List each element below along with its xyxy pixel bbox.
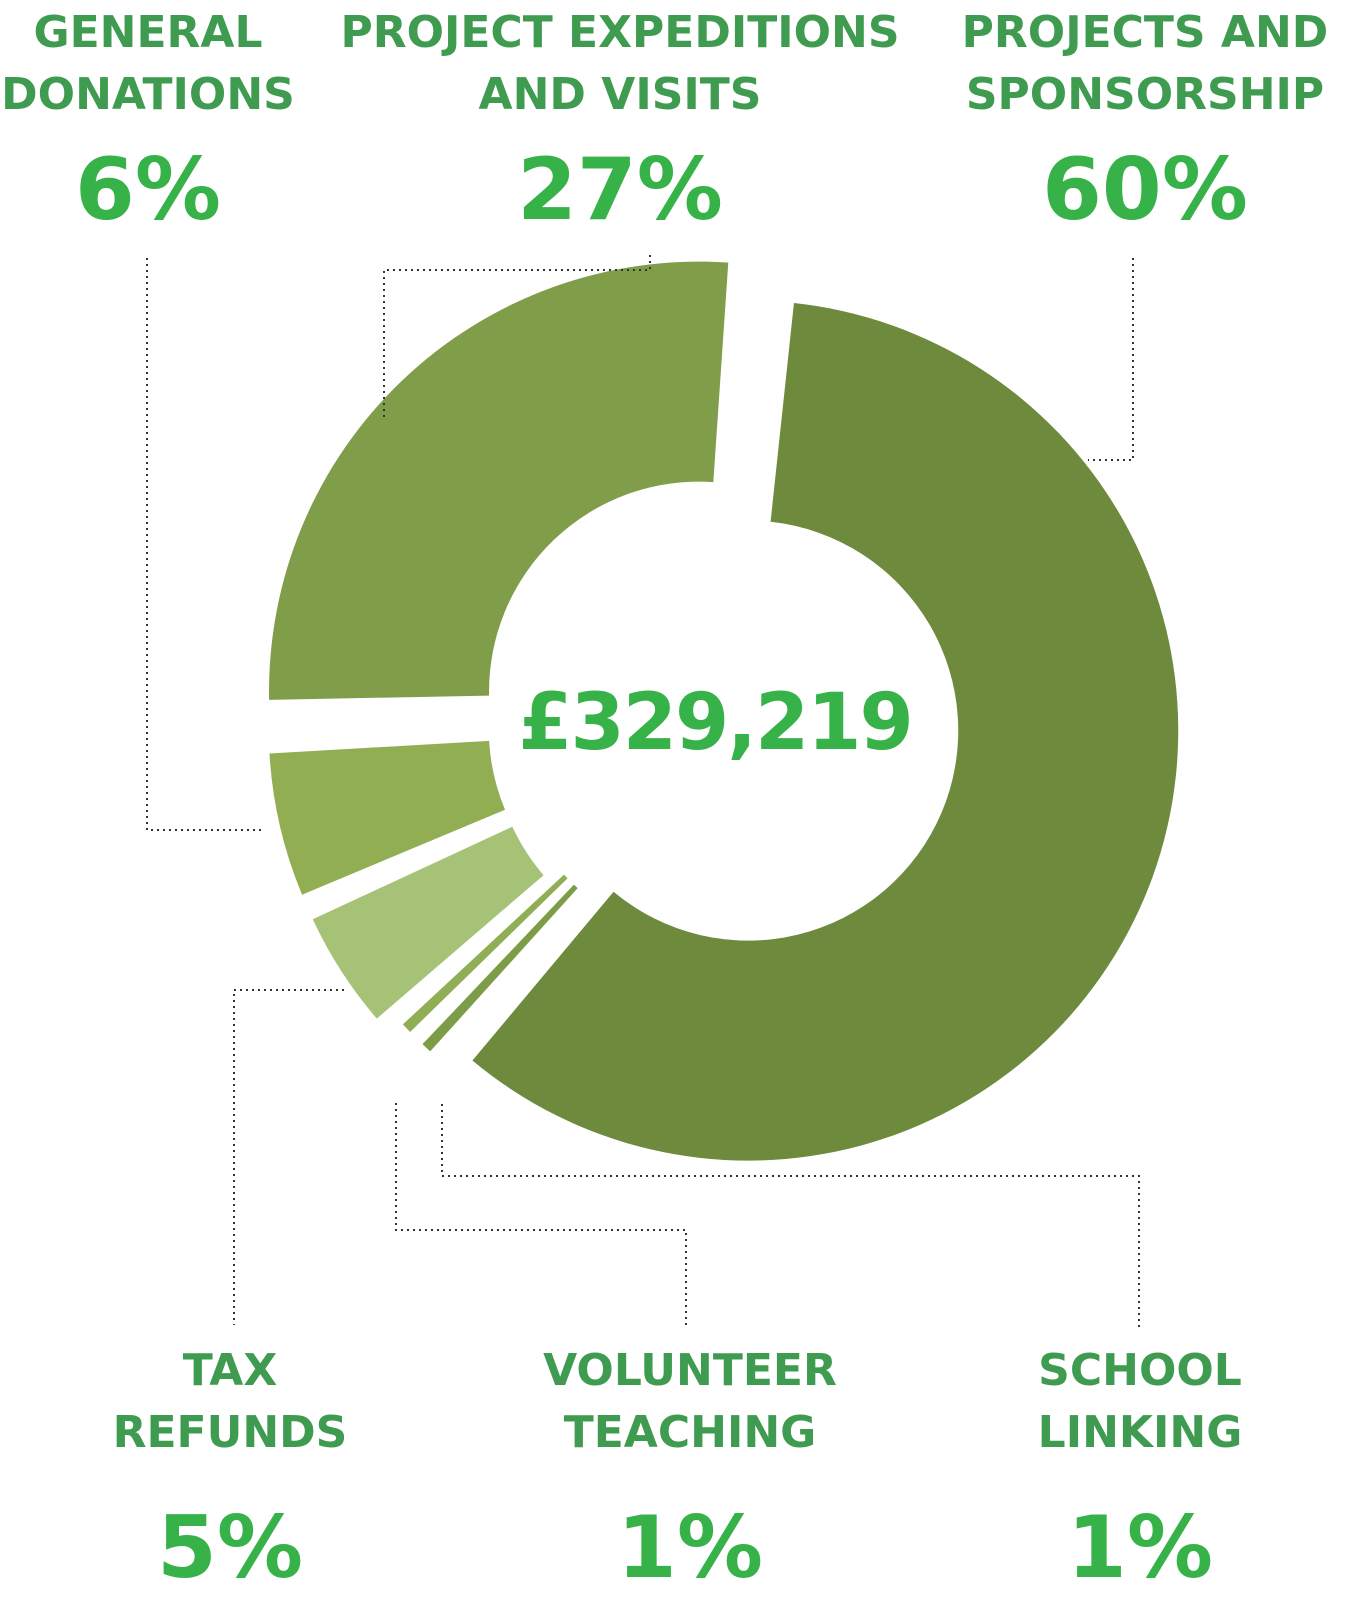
slice-label: GENERAL DONATIONS xyxy=(1,7,295,120)
slice-value-label: 6% xyxy=(74,140,221,240)
label-general-donations: GENERAL DONATIONS 6% xyxy=(0,2,296,240)
slice-tax-refunds xyxy=(312,826,544,1019)
slice-general-donations xyxy=(269,740,506,895)
leader-tax-refunds xyxy=(233,989,344,1325)
leader-volunteer-teaching xyxy=(395,1103,687,1325)
label-project-expeditions: PROJECT EXPEDITIONS AND VISITS 27% xyxy=(340,2,900,240)
slice-label: VOLUNTEER TEACHING xyxy=(543,1345,837,1458)
slice-value-label: 5% xyxy=(156,1498,303,1598)
slice-school-linking xyxy=(422,884,578,1052)
leader-school-linking xyxy=(441,1104,1140,1330)
slice-volunteer-teaching xyxy=(402,874,568,1032)
slice-label: TAX REFUNDS xyxy=(112,1345,348,1458)
leader-general-donations xyxy=(146,258,262,831)
slice-value-label: 60% xyxy=(1042,140,1248,240)
leader-projects-sponsorship xyxy=(1088,258,1134,461)
slice-value-label: 1% xyxy=(616,1498,763,1598)
slice-projects-sponsorship xyxy=(472,303,1179,1161)
leader-project-expeditions xyxy=(383,255,651,420)
slice-label: PROJECTS AND SPONSORSHIP xyxy=(961,7,1329,120)
label-tax-refunds: TAX REFUNDS 5% xyxy=(90,1340,370,1598)
label-projects-sponsorship: PROJECTS AND SPONSORSHIP 60% xyxy=(955,2,1335,240)
label-school-linking: SCHOOL LINKING 1% xyxy=(1005,1340,1275,1598)
slice-label: PROJECT EXPEDITIONS AND VISITS xyxy=(340,7,900,120)
slice-value-label: 27% xyxy=(517,140,723,240)
slice-project-expeditions xyxy=(269,261,729,700)
slice-label: SCHOOL LINKING xyxy=(1037,1345,1243,1458)
total-amount: £329,219 xyxy=(518,678,914,768)
slice-value-label: 1% xyxy=(1066,1498,1213,1598)
label-volunteer-teaching: VOLUNTEER TEACHING 1% xyxy=(530,1340,850,1598)
